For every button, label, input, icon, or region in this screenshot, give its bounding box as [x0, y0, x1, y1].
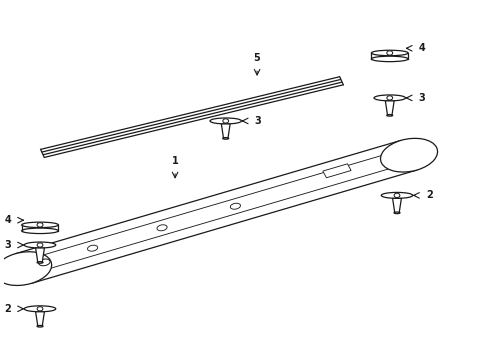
Polygon shape — [36, 312, 44, 326]
Text: 3: 3 — [4, 240, 11, 250]
Ellipse shape — [157, 225, 167, 231]
Ellipse shape — [0, 252, 52, 285]
Ellipse shape — [386, 114, 392, 116]
Text: 3: 3 — [254, 116, 261, 126]
Text: 1: 1 — [171, 156, 178, 166]
Circle shape — [37, 243, 43, 247]
Circle shape — [37, 307, 43, 311]
Circle shape — [386, 96, 392, 100]
Ellipse shape — [37, 325, 43, 327]
Ellipse shape — [381, 192, 412, 198]
Text: 2: 2 — [425, 190, 432, 201]
Ellipse shape — [209, 118, 241, 124]
Circle shape — [223, 119, 228, 123]
Circle shape — [393, 193, 399, 198]
Text: 4: 4 — [4, 215, 11, 225]
Circle shape — [37, 223, 43, 227]
Ellipse shape — [87, 245, 98, 251]
Text: 2: 2 — [4, 304, 11, 314]
Polygon shape — [322, 164, 350, 178]
Ellipse shape — [24, 306, 56, 312]
Ellipse shape — [373, 95, 405, 101]
Text: 5: 5 — [253, 53, 260, 63]
Polygon shape — [392, 198, 401, 213]
Ellipse shape — [393, 212, 399, 213]
Polygon shape — [385, 101, 393, 115]
Ellipse shape — [21, 228, 58, 234]
Circle shape — [386, 51, 392, 55]
Ellipse shape — [39, 259, 50, 266]
Polygon shape — [15, 140, 416, 283]
Ellipse shape — [21, 222, 58, 228]
Text: 3: 3 — [418, 93, 425, 103]
Ellipse shape — [37, 262, 43, 263]
Ellipse shape — [371, 50, 407, 56]
Ellipse shape — [223, 138, 228, 139]
Ellipse shape — [380, 138, 437, 172]
Ellipse shape — [24, 242, 56, 248]
Polygon shape — [221, 124, 230, 138]
Ellipse shape — [371, 56, 407, 62]
Text: 4: 4 — [418, 43, 425, 53]
Ellipse shape — [230, 203, 240, 209]
Polygon shape — [36, 248, 44, 262]
